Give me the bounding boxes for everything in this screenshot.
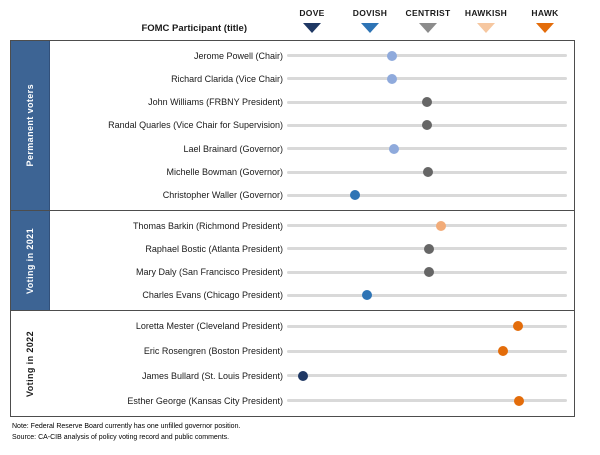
stance-dot: [513, 321, 523, 332]
section-sidebar-label: Permanent voters: [25, 84, 35, 167]
stance-track-line: [287, 321, 567, 332]
stance-dot: [387, 50, 397, 61]
participant-row: Christopher Waller (Governor): [50, 190, 574, 201]
stance-dot: [388, 143, 399, 154]
legend-item-hawk: HAWK: [515, 8, 575, 33]
participant-name: Richard Clarida (Vice Chair): [171, 73, 283, 84]
stance-dot: [497, 346, 508, 357]
legend-item-dovish: DOVISH: [340, 8, 400, 33]
stance-track-line: [287, 243, 567, 254]
stance-dot: [362, 290, 373, 301]
participant-name: Lael Brainard (Governor): [183, 143, 283, 154]
section-voting-2022: Voting in 2022 Loretta Mester (Cleveland…: [10, 310, 575, 417]
hawkish-triangle-icon: [477, 23, 495, 33]
section-rows: Jerome Powell (Chair) Richard Clarida (V…: [50, 41, 574, 210]
participant-name: Randal Quarles (Vice Chair for Supervisi…: [108, 120, 283, 131]
legend-item-dove: DOVE: [282, 8, 342, 33]
section-sidebar: Permanent voters: [11, 41, 50, 210]
legend-label: DOVISH: [352, 8, 388, 18]
participant-name: Michelle Bowman (Governor): [166, 167, 283, 178]
stance-dot: [422, 97, 432, 108]
section-sidebar-label: Voting in 2021: [25, 227, 35, 294]
participant-row: Jerome Powell (Chair): [50, 50, 574, 61]
legend-label: DOVE: [299, 8, 325, 18]
stance-track-line: [287, 267, 567, 278]
participant-name: Jerome Powell (Chair): [193, 50, 283, 61]
stance-track-line: [287, 143, 567, 154]
participant-name: Christopher Waller (Governor): [162, 190, 283, 201]
participant-name: Esther George (Kansas City President): [127, 395, 283, 406]
source-text: Source: CA-CIB analysis of policy voting…: [12, 433, 230, 441]
legend-label: HAWK: [531, 8, 559, 18]
participant-row: Raphael Bostic (Atlanta President): [50, 243, 574, 254]
stance-track-line: [287, 120, 567, 131]
participant-row: Thomas Barkin (Richmond President): [50, 220, 574, 231]
participant-row: Esther George (Kansas City President): [50, 395, 574, 406]
section-sidebar-label: Voting in 2022: [25, 330, 35, 397]
participant-row: Richard Clarida (Vice Chair): [50, 73, 574, 84]
stance-dot: [423, 167, 434, 178]
dovish-triangle-icon: [361, 23, 379, 33]
section-sidebar: Voting in 2022: [11, 311, 50, 416]
note-text: Note: Federal Reserve Board currently ha…: [12, 423, 241, 430]
stance-dot: [514, 395, 525, 406]
participant-row: John Williams (FRBNY President): [50, 97, 574, 108]
stance-track-line: [287, 290, 567, 301]
stance-dot: [422, 120, 432, 131]
stance-dot: [297, 370, 308, 381]
participant-name: John Williams (FRBNY President): [148, 97, 283, 108]
participant-row: Loretta Mester (Cleveland President): [50, 321, 574, 332]
participant-name: Mary Daly (San Francisco President): [135, 267, 283, 278]
participant-row: Lael Brainard (Governor): [50, 143, 574, 154]
section-rows: Loretta Mester (Cleveland President) Eri…: [50, 311, 574, 416]
hawk-triangle-icon: [536, 23, 554, 33]
centrist-triangle-icon: [419, 23, 437, 33]
participant-row: James Bullard (St. Louis President): [50, 370, 574, 381]
legend-label: HAWKISH: [464, 8, 508, 18]
stance-dot: [387, 73, 397, 84]
dove-triangle-icon: [303, 23, 321, 33]
participant-column-header: FOMC Participant (title): [141, 23, 247, 34]
stance-dot: [436, 220, 446, 231]
stance-dot: [423, 243, 434, 254]
footnotes: Note: Federal Reserve Board currently ha…: [12, 422, 240, 444]
stance-track-line: [287, 220, 567, 231]
participant-name: Loretta Mester (Cleveland President): [135, 321, 283, 332]
participant-name: Eric Rosengren (Boston President): [143, 346, 283, 357]
participant-name: Charles Evans (Chicago President): [142, 290, 283, 301]
stance-track-line: [287, 370, 567, 381]
stance-track-line: [287, 395, 567, 406]
stance-track-line: [287, 97, 567, 108]
participant-name: Raphael Bostic (Atlanta President): [145, 243, 283, 254]
participant-row: Michelle Bowman (Governor): [50, 167, 574, 178]
legend-item-hawkish: HAWKISH: [456, 8, 516, 33]
stance-dot: [423, 267, 434, 278]
section-voting-2021: Voting in 2021 Thomas Barkin (Richmond P…: [10, 210, 575, 311]
stance-dot: [350, 190, 361, 201]
legend-item-centrist: CENTRIST: [398, 8, 458, 33]
stance-track-line: [287, 190, 567, 201]
participant-row: Randal Quarles (Vice Chair for Supervisi…: [50, 120, 574, 131]
legend-label: CENTRIST: [405, 8, 451, 18]
participant-row: Eric Rosengren (Boston President): [50, 346, 574, 357]
stance-track-line: [287, 167, 567, 178]
section-rows: Thomas Barkin (Richmond President) Rapha…: [50, 211, 574, 310]
section-permanent-voters: Permanent voters Jerome Powell (Chair) R…: [10, 40, 575, 211]
participant-row: Mary Daly (San Francisco President): [50, 267, 574, 278]
stance-track-line: [287, 346, 567, 357]
participant-name: James Bullard (St. Louis President): [141, 370, 283, 381]
participant-name: Thomas Barkin (Richmond President): [132, 220, 283, 231]
participant-row: Charles Evans (Chicago President): [50, 290, 574, 301]
stance-track-line: [287, 73, 567, 84]
section-sidebar: Voting in 2021: [11, 211, 50, 310]
stance-track-line: [287, 50, 567, 61]
